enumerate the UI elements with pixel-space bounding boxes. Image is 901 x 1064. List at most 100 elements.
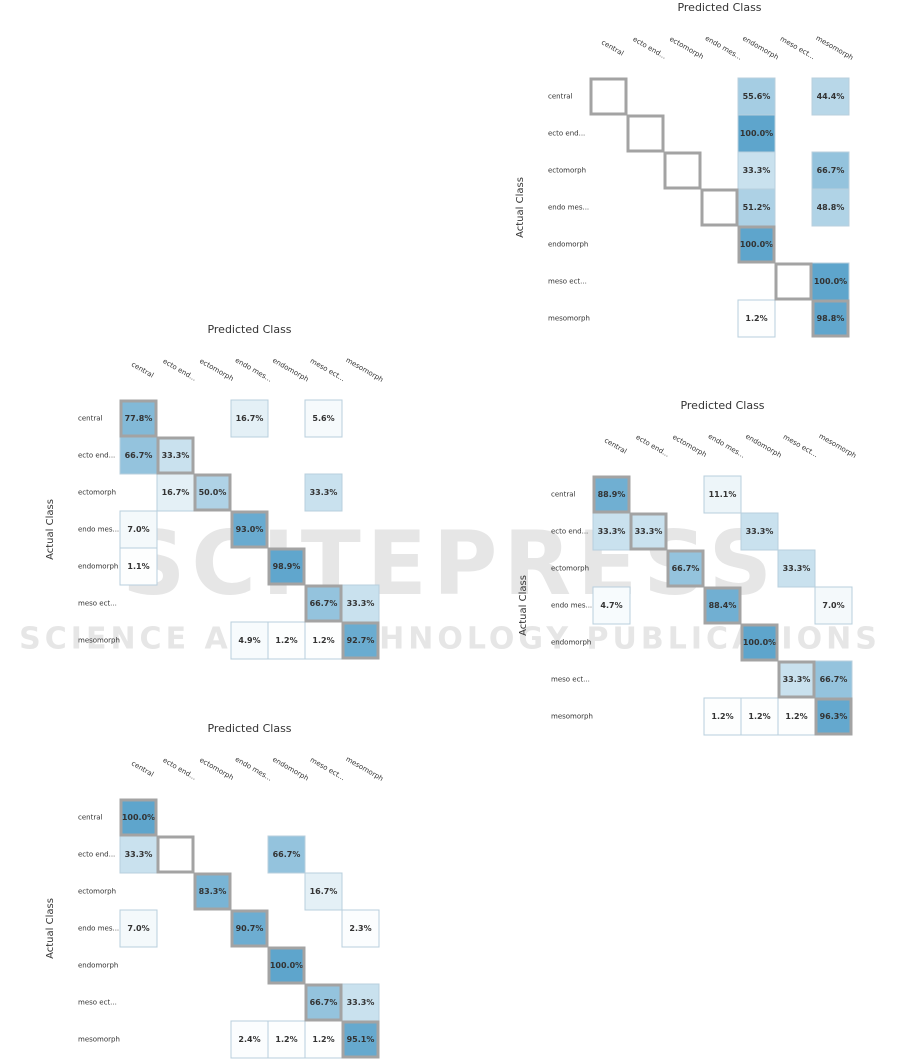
cell bbox=[267, 1020, 306, 1059]
cell-label: 1.2% bbox=[785, 712, 807, 721]
cell-label: 1.2% bbox=[275, 636, 297, 645]
cell-label: 1.2% bbox=[745, 314, 767, 323]
x-tick-label: ecto end... bbox=[161, 756, 197, 782]
cell-label: 1.1% bbox=[127, 562, 149, 571]
diagonal-frame bbox=[230, 909, 269, 948]
y-tick-label: ecto end... bbox=[78, 851, 115, 859]
cell-label: 1.2% bbox=[275, 1035, 297, 1044]
x-tick-label: endo mes... bbox=[234, 356, 274, 384]
cell-label: 66.7% bbox=[817, 166, 845, 175]
cell bbox=[193, 473, 232, 512]
cell-label: 66.7% bbox=[125, 451, 153, 460]
cell bbox=[811, 188, 850, 227]
cell-label: 100.0% bbox=[740, 129, 773, 138]
cell-label: 98.8% bbox=[817, 314, 845, 323]
y-tick-label: endo mes... bbox=[78, 526, 119, 534]
cell-label: 1.2% bbox=[711, 712, 733, 721]
cell-label: 4.9% bbox=[238, 636, 260, 645]
x-tick-label: meso ect... bbox=[309, 756, 347, 782]
cell-label: 7.0% bbox=[127, 525, 149, 534]
cell-label: 33.3% bbox=[635, 527, 663, 536]
y-tick-label: endomorph bbox=[548, 241, 588, 249]
cell-label: 93.0% bbox=[236, 525, 264, 534]
diagonal-frame bbox=[700, 188, 739, 227]
diagonal-frame bbox=[589, 77, 628, 116]
cell-label: 7.0% bbox=[822, 601, 844, 610]
cell bbox=[230, 621, 269, 660]
cell-label: 92.7% bbox=[347, 636, 375, 645]
x-tick-label: ectomorph bbox=[198, 357, 235, 383]
cell bbox=[737, 114, 776, 153]
diagonal-frame bbox=[811, 299, 850, 338]
cell-label: 48.8% bbox=[817, 203, 845, 212]
cell-label: 90.7% bbox=[236, 924, 264, 933]
cell bbox=[193, 872, 232, 911]
cell bbox=[777, 549, 816, 588]
cell bbox=[119, 547, 158, 586]
diagonal-frame bbox=[629, 512, 668, 551]
y-tick-label: meso ect... bbox=[78, 999, 117, 1007]
x-tick-label: ectomorph bbox=[668, 35, 705, 61]
diagonal-frame bbox=[666, 549, 705, 588]
watermark-tagline: SCIENCE AND TECHNOLOGY PUBLICATIONS bbox=[19, 622, 881, 657]
diagonal-frame bbox=[663, 151, 702, 190]
diagonal-frame bbox=[304, 983, 343, 1022]
y-tick-label: endomorph bbox=[551, 639, 591, 647]
cell-label: 95.1% bbox=[347, 1035, 375, 1044]
y-tick-label: endomorph bbox=[78, 962, 118, 970]
x-tick-label: mesomorph bbox=[344, 755, 384, 783]
y-tick-label: central bbox=[78, 415, 103, 423]
cell-label: 66.7% bbox=[820, 675, 848, 684]
y-tick-label: endo mes... bbox=[548, 204, 589, 212]
y-tick-label: central bbox=[548, 93, 573, 101]
cell-label: 77.8% bbox=[125, 414, 153, 423]
cell bbox=[156, 473, 195, 512]
y-tick-label: ecto end... bbox=[548, 130, 585, 138]
cell-label: 11.1% bbox=[709, 490, 737, 499]
x-tick-label: ecto end... bbox=[161, 357, 197, 383]
diagonal-frame bbox=[230, 510, 269, 549]
y-tick-label: ecto end... bbox=[551, 528, 588, 536]
y-axis-label: Actual Class bbox=[45, 898, 56, 959]
cell bbox=[740, 512, 779, 551]
diagonal-frame bbox=[341, 621, 380, 660]
cell-label: 55.6% bbox=[743, 92, 771, 101]
cell bbox=[341, 909, 380, 948]
cell-label: 66.7% bbox=[310, 599, 338, 608]
x-tick-label: central bbox=[603, 436, 628, 455]
diagonal-frame bbox=[777, 660, 816, 699]
cell-label: 100.0% bbox=[740, 240, 773, 249]
diagonal-frame bbox=[737, 225, 776, 264]
x-tick-label: ectomorph bbox=[671, 433, 708, 459]
diagonal-frame bbox=[267, 946, 306, 985]
cell bbox=[119, 909, 158, 948]
diagonal-frame bbox=[267, 547, 306, 586]
y-tick-label: meso ect... bbox=[548, 278, 587, 286]
cell-label: 33.3% bbox=[746, 527, 774, 536]
cell-label: 1.2% bbox=[748, 712, 770, 721]
cell-label: 83.3% bbox=[199, 887, 227, 896]
cell-label: 100.0% bbox=[743, 638, 776, 647]
x-tick-label: ecto end... bbox=[634, 433, 670, 459]
cell-label: 33.3% bbox=[347, 599, 375, 608]
x-tick-label: endo mes... bbox=[707, 432, 747, 460]
cell-label: 33.3% bbox=[783, 675, 811, 684]
cell-label: 4.7% bbox=[600, 601, 622, 610]
y-tick-label: ectomorph bbox=[78, 888, 116, 896]
diagonal-frame bbox=[592, 475, 631, 514]
x-tick-label: ectomorph bbox=[198, 756, 235, 782]
x-tick-label: central bbox=[600, 38, 625, 57]
y-tick-label: endo mes... bbox=[78, 925, 119, 933]
x-tick-label: meso ect... bbox=[779, 35, 817, 61]
chart-title: Predicted Class bbox=[207, 323, 291, 336]
x-tick-label: ecto end... bbox=[631, 35, 667, 61]
cell-label: 44.4% bbox=[817, 92, 845, 101]
cell bbox=[119, 436, 158, 475]
x-tick-label: mesomorph bbox=[817, 432, 857, 460]
diagonal-frame bbox=[626, 114, 665, 153]
cell bbox=[737, 225, 776, 264]
y-tick-label: endo mes... bbox=[551, 602, 592, 610]
cell-label: 88.9% bbox=[598, 490, 626, 499]
cell bbox=[814, 660, 853, 699]
